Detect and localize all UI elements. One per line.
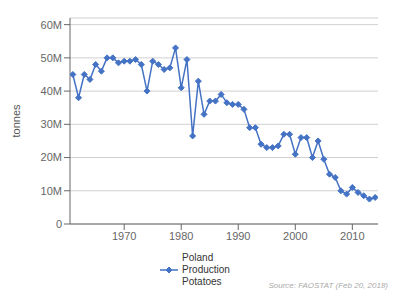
svg-text:2000: 2000 — [283, 230, 307, 242]
html-text:Source: FAOSTAT (Feb 20, 2018): Source: FAOSTAT (Feb 20, 2018) — [268, 281, 388, 290]
svg-text:2010: 2010 — [340, 230, 364, 242]
svg-text:10M: 10M — [41, 185, 62, 197]
html-text:Production: Production — [182, 264, 230, 275]
svg-text:40M: 40M — [41, 85, 62, 97]
svg-text:1970: 1970 — [112, 230, 136, 242]
svg-text:0: 0 — [56, 218, 62, 230]
svg-text:20M: 20M — [41, 151, 62, 163]
svg-text:1990: 1990 — [226, 230, 250, 242]
svg-text:30M: 30M — [41, 118, 62, 130]
html-text:Potatoes: Potatoes — [182, 276, 222, 287]
svg-text:60M: 60M — [41, 19, 62, 31]
svg-text:tonnes: tonnes — [10, 104, 22, 138]
svg-text:1980: 1980 — [169, 230, 193, 242]
svg-text:50M: 50M — [41, 52, 62, 64]
html-text:Poland: Poland — [182, 252, 214, 263]
